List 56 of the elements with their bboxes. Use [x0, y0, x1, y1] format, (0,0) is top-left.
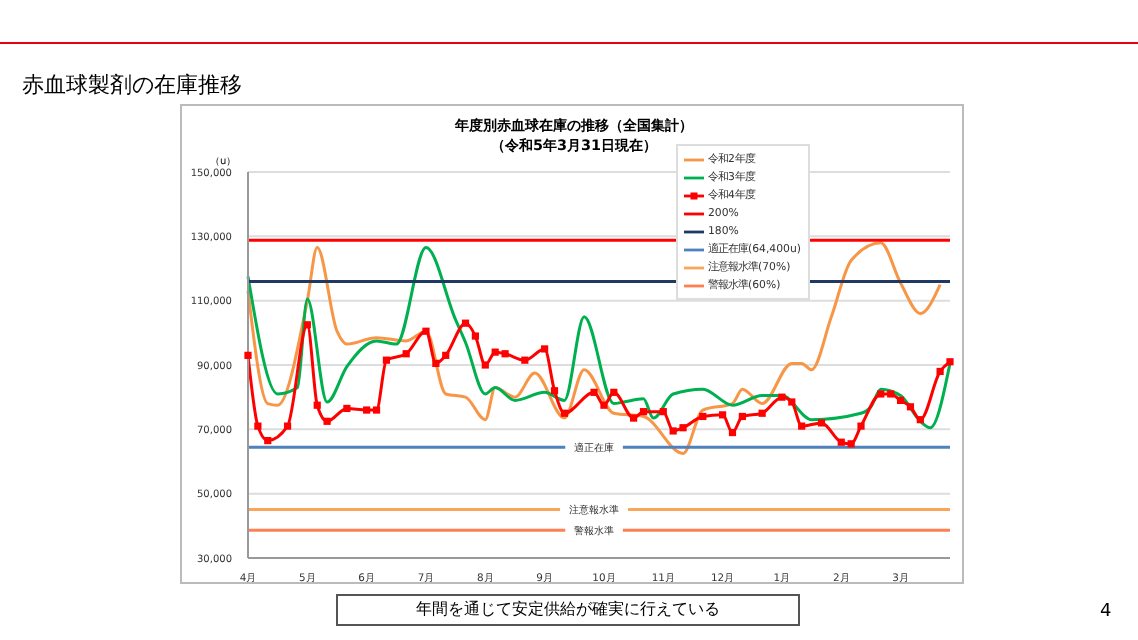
point [442, 351, 450, 359]
point [788, 398, 796, 406]
point [679, 424, 687, 432]
point [857, 422, 865, 430]
point [718, 411, 727, 419]
point [877, 390, 885, 398]
point [363, 406, 371, 414]
point [323, 417, 331, 425]
text: 赤血球製剤の在庫推移 [22, 70, 242, 100]
point [501, 350, 509, 358]
point [343, 404, 351, 413]
point [610, 388, 618, 396]
point [887, 390, 895, 398]
point [402, 350, 410, 358]
point [244, 351, 252, 359]
point [541, 345, 549, 353]
point [639, 408, 648, 416]
point [560, 409, 568, 417]
point [521, 356, 529, 364]
point [422, 327, 430, 335]
point [728, 428, 737, 437]
text: 年間を通じて安定供給が確実に行えている [336, 594, 800, 626]
line-series [246, 241, 942, 455]
point [946, 358, 954, 366]
point [382, 356, 391, 364]
point [738, 412, 746, 421]
point [669, 427, 677, 435]
point [471, 332, 480, 340]
point [916, 416, 924, 424]
point [896, 396, 905, 404]
point [550, 387, 559, 395]
point [461, 319, 470, 327]
point [837, 438, 845, 446]
point [847, 440, 855, 448]
point [303, 321, 311, 329]
point [372, 406, 381, 414]
point [283, 422, 292, 430]
point [630, 414, 638, 422]
point [313, 401, 321, 409]
point [659, 408, 667, 416]
point [906, 403, 915, 411]
point [699, 412, 707, 421]
point [254, 422, 262, 430]
point [600, 401, 608, 409]
line-series [246, 246, 952, 430]
text: 4 [1100, 602, 1112, 622]
point [481, 361, 489, 369]
point [432, 359, 440, 367]
point [491, 348, 499, 356]
point [590, 388, 598, 396]
point [778, 393, 786, 401]
point [817, 419, 826, 427]
point [936, 367, 944, 376]
point [758, 409, 766, 417]
point [264, 436, 272, 445]
point [798, 422, 806, 430]
